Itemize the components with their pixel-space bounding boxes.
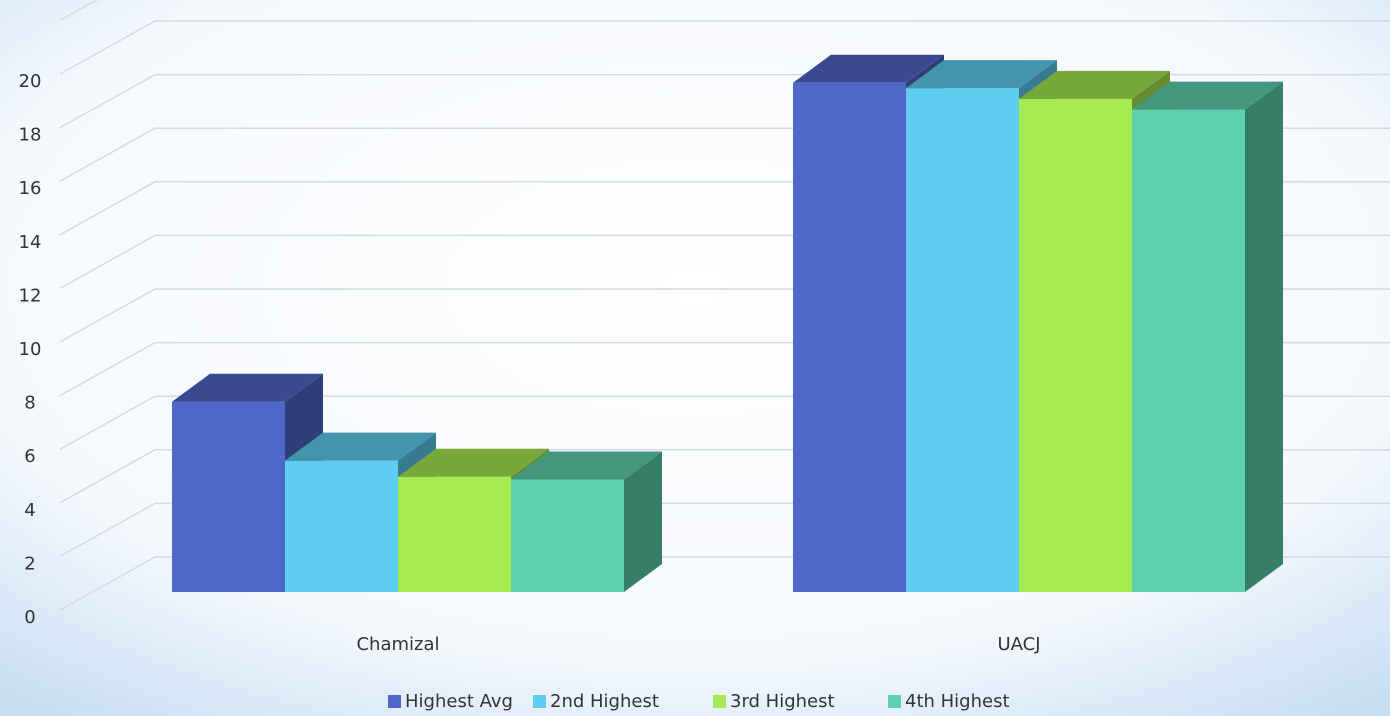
bar-top (285, 432, 436, 461)
x-tick-label: UACJ (997, 634, 1040, 655)
bar (285, 460, 398, 592)
bar (793, 82, 906, 593)
legend-swatch (388, 695, 401, 708)
y-tick-label: 14 (19, 232, 42, 253)
bar (1019, 98, 1132, 592)
bar (906, 88, 1019, 592)
bar (172, 401, 285, 592)
grid-line (59, 0, 99, 22)
legend-label: 4th Highest (905, 691, 1010, 712)
bar (511, 479, 624, 592)
legend-label: 2nd Highest (550, 691, 659, 712)
bar-top (793, 54, 944, 83)
y-tick-label: 12 (19, 285, 42, 306)
y-tick-label: 18 (19, 125, 42, 146)
bar-top (511, 451, 662, 480)
bar-top (398, 448, 549, 477)
y-tick-label: 2 (24, 553, 35, 574)
legend-swatch (533, 695, 546, 708)
y-tick-label: 0 (24, 607, 35, 628)
bar-top (906, 60, 1057, 89)
bar-side (624, 451, 662, 592)
y-tick-label: 6 (24, 446, 35, 467)
bar-side (1245, 81, 1283, 592)
bar (1132, 109, 1245, 592)
bar-top (1132, 81, 1283, 110)
y-tick-label: 20 (19, 71, 42, 92)
legend-label: Highest Avg (405, 691, 513, 712)
x-tick-label: Chamizal (356, 634, 439, 655)
y-tick-label: 8 (24, 393, 35, 414)
bar (398, 476, 511, 592)
bar-top (1019, 70, 1170, 99)
legend-swatch (713, 695, 726, 708)
legend-label: 3rd Highest (730, 691, 835, 712)
bar-top (172, 373, 323, 402)
y-tick-label: 16 (19, 178, 42, 199)
grid-line (59, 20, 1390, 75)
y-tick-label: 10 (19, 339, 42, 360)
y-tick-label: 4 (24, 500, 35, 521)
legend-swatch (888, 695, 901, 708)
